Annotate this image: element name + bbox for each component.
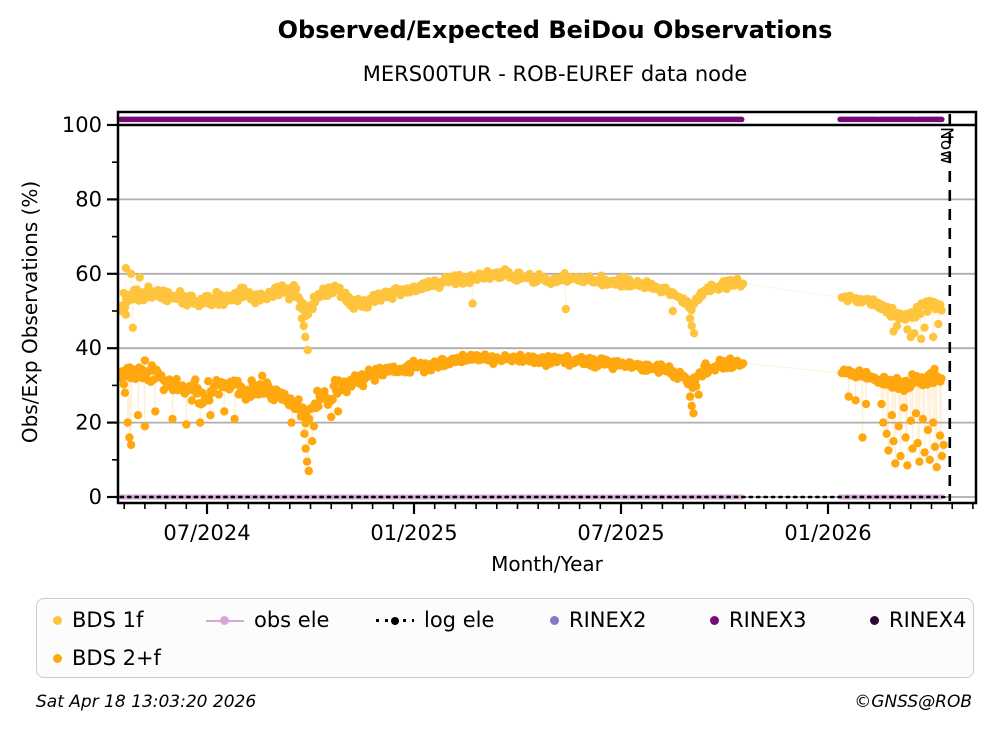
copyright-credit: ©GNSS@ROB [854, 692, 972, 712]
svg-text:40: 40 [75, 336, 102, 360]
svg-text:100: 100 [62, 113, 102, 137]
svg-text:01/2026: 01/2026 [784, 521, 871, 545]
log-ele-dotted-line-icon [376, 616, 414, 625]
legend-label: BDS 1f [72, 608, 144, 632]
series-bds1f [117, 264, 946, 355]
svg-text:01/2025: 01/2025 [370, 521, 457, 545]
svg-text:07/2024: 07/2024 [163, 521, 250, 545]
plot-timestamp: Sat Apr 18 13:03:20 2026 [36, 692, 257, 712]
svg-text:07/2025: 07/2025 [577, 521, 664, 545]
legend-box: BDS 1f obs ele log ele RINEX2 RINEX3 [36, 598, 974, 678]
obs-ele-line-icon [206, 615, 244, 625]
legend-item-rinex3: RINEX3 [706, 608, 866, 632]
rinex3-dot-icon [710, 615, 719, 625]
legend-item-rinex4: RINEX4 [866, 608, 973, 632]
legend-item-rinex2: RINEX2 [546, 608, 706, 632]
legend-label: RINEX2 [569, 608, 647, 632]
svg-text:20: 20 [75, 411, 102, 435]
tick-labels: 07/2024 01/2025 07/2025 01/2026 0 20 40 60 80 100 [62, 113, 872, 545]
legend-item-obs-ele: obs ele [206, 608, 376, 632]
series-bds2f [117, 350, 948, 476]
axis-ticks [107, 123, 974, 514]
y-axis-label: Obs/Exp Observations (%) [18, 180, 42, 444]
plot-frame [116, 110, 978, 505]
svg-text:80: 80 [75, 187, 102, 211]
chart-title: Observed/Expected BeiDou Observations [277, 16, 833, 44]
bds2f-dot-icon [53, 653, 62, 663]
chart-canvas: 07/2024 01/2025 07/2025 01/2026 0 20 40 60 80 100 [62, 110, 978, 545]
rinex4-dot-icon [870, 615, 879, 625]
legend-item-bds1f: BDS 1f [49, 608, 206, 632]
legend-label: log ele [424, 608, 495, 632]
legend-label: RINEX4 [889, 608, 967, 632]
now-label: Now [936, 127, 956, 165]
bds1f-dot-icon [53, 615, 62, 625]
rinex2-dot-icon [550, 615, 559, 625]
svg-text:0: 0 [89, 485, 102, 509]
chart-subtitle: MERS00TUR - ROB-EUREF data node [362, 62, 748, 86]
legend-item-bds2f: BDS 2+f [49, 646, 206, 670]
legend-item-log-ele: log ele [376, 608, 546, 632]
obs-ele-dot [220, 615, 229, 625]
legend-label: obs ele [254, 608, 330, 632]
gridlines [118, 198, 976, 498]
legend-label: BDS 2+f [72, 646, 161, 670]
svg-text:60: 60 [75, 262, 102, 286]
legend-label: RINEX3 [729, 608, 807, 632]
x-axis-label: Month/Year [491, 552, 603, 576]
